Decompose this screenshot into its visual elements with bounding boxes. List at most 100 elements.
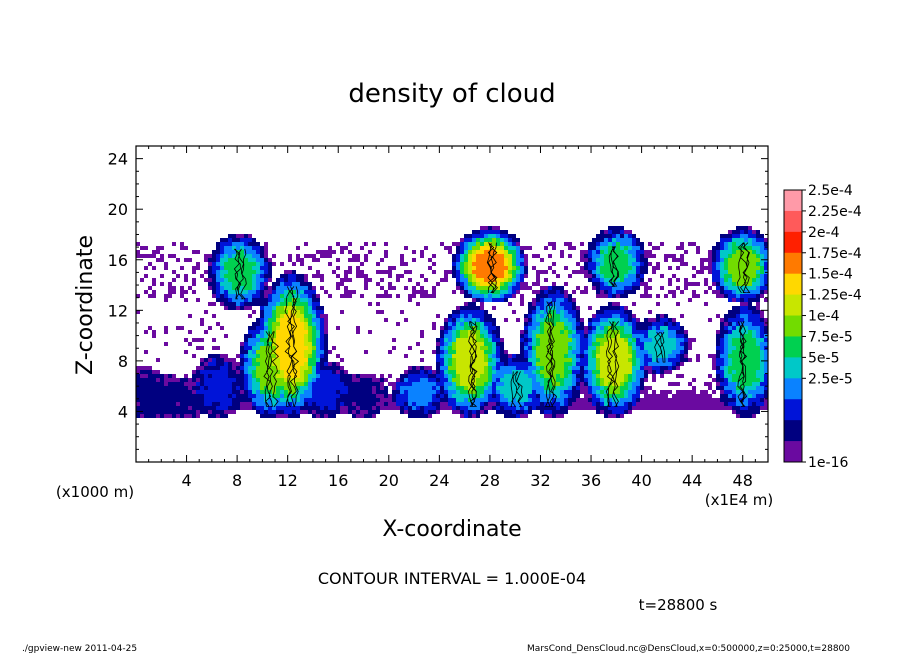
heatmap-cell: [220, 378, 224, 382]
heatmap-cell: [396, 382, 400, 386]
heatmap-cell: [756, 394, 760, 398]
heatmap-cell: [352, 374, 356, 378]
heatmap-cell: [228, 282, 232, 286]
heatmap-cell: [568, 362, 572, 366]
heatmap-cell: [516, 410, 520, 414]
heatmap-cell: [672, 366, 676, 370]
heatmap-cell: [640, 342, 644, 346]
heatmap-cell: [264, 338, 268, 342]
heatmap-cell: [232, 250, 236, 254]
heatmap-cell: [596, 370, 600, 374]
heatmap-cell: [488, 234, 492, 238]
heatmap-cell: [404, 390, 408, 394]
heatmap-cell: [404, 270, 408, 274]
heatmap-cell: [748, 326, 752, 330]
heatmap-cell: [220, 414, 224, 418]
heatmap-cell: [492, 350, 496, 354]
heatmap-cell: [592, 358, 596, 362]
heatmap-cell: [256, 374, 260, 378]
heatmap-cell: [620, 374, 624, 378]
heatmap-cell: [408, 270, 412, 274]
heatmap-cell: [216, 322, 220, 326]
heatmap-cell: [644, 342, 648, 346]
heatmap-cell: [140, 414, 144, 418]
x-tick-label: 48: [733, 471, 753, 490]
heatmap-cell: [596, 258, 600, 262]
heatmap-cell: [264, 390, 268, 394]
heatmap-cell: [308, 394, 312, 398]
heatmap-cell: [496, 226, 500, 230]
heatmap-cell: [596, 270, 600, 274]
heatmap-cell: [716, 334, 720, 338]
heatmap-cell: [152, 386, 156, 390]
heatmap-cell: [220, 370, 224, 374]
heatmap-cell: [504, 254, 508, 258]
heatmap-cell: [504, 410, 508, 414]
heatmap-cell: [496, 370, 500, 374]
heatmap-cell: [340, 406, 344, 410]
heatmap-cell: [360, 374, 364, 378]
heatmap-cell: [488, 386, 492, 390]
heatmap-cell: [584, 350, 588, 354]
heatmap-cell: [232, 290, 236, 294]
heatmap-cell: [760, 366, 764, 370]
heatmap-cell: [184, 350, 188, 354]
heatmap-cell: [148, 398, 152, 402]
heatmap-cell: [448, 318, 452, 322]
heatmap-cell: [732, 338, 736, 342]
heatmap-cell: [728, 246, 732, 250]
heatmap-cell: [564, 242, 568, 246]
heatmap-cell: [244, 242, 248, 246]
heatmap-cell: [520, 278, 524, 282]
heatmap-cell: [284, 402, 288, 406]
heatmap-cell: [504, 290, 508, 294]
heatmap-cell: [636, 262, 640, 266]
heatmap-cell: [536, 358, 540, 362]
heatmap-cell: [748, 338, 752, 342]
heatmap-cell: [572, 306, 576, 310]
heatmap-cell: [736, 226, 740, 230]
heatmap-cell: [236, 398, 240, 402]
heatmap-cell: [532, 406, 536, 410]
heatmap-cell: [224, 258, 228, 262]
heatmap-cell: [464, 358, 468, 362]
heatmap-cell: [480, 254, 484, 258]
heatmap-cell: [296, 322, 300, 326]
heatmap-cell: [224, 282, 228, 286]
heatmap-cell: [464, 266, 468, 270]
heatmap-cell: [300, 394, 304, 398]
heatmap-cell: [228, 390, 232, 394]
heatmap-cell: [472, 338, 476, 342]
heatmap-cell: [748, 354, 752, 358]
heatmap-cell: [484, 246, 488, 250]
heatmap-cell: [668, 330, 672, 334]
heatmap-cell: [764, 354, 768, 358]
heatmap-cell: [536, 326, 540, 330]
heatmap-cell: [628, 334, 632, 338]
heatmap-cell: [624, 290, 628, 294]
heatmap-cell: [604, 318, 608, 322]
heatmap-cell: [336, 394, 340, 398]
heatmap-cell: [572, 338, 576, 342]
heatmap-cell: [240, 354, 244, 358]
heatmap-cell: [692, 394, 696, 398]
heatmap-cell: [524, 386, 528, 390]
heatmap-cell: [312, 306, 316, 310]
heatmap-cell: [260, 362, 264, 366]
heatmap-cell: [328, 406, 332, 410]
heatmap-cell: [732, 294, 736, 298]
heatmap-cell: [496, 406, 500, 410]
heatmap-cell: [484, 406, 488, 410]
colorbar-swatch: [784, 420, 802, 442]
heatmap-cell: [496, 246, 500, 250]
heatmap-cell: [196, 414, 200, 418]
heatmap-cell: [244, 290, 248, 294]
heatmap-cell: [252, 278, 256, 282]
heatmap-cell: [228, 258, 232, 262]
heatmap-cell: [228, 266, 232, 270]
heatmap-cell: [456, 274, 460, 278]
heatmap-cell: [136, 242, 140, 246]
heatmap-cell: [748, 238, 752, 242]
heatmap-cell: [368, 414, 372, 418]
heatmap-cell: [300, 262, 304, 266]
